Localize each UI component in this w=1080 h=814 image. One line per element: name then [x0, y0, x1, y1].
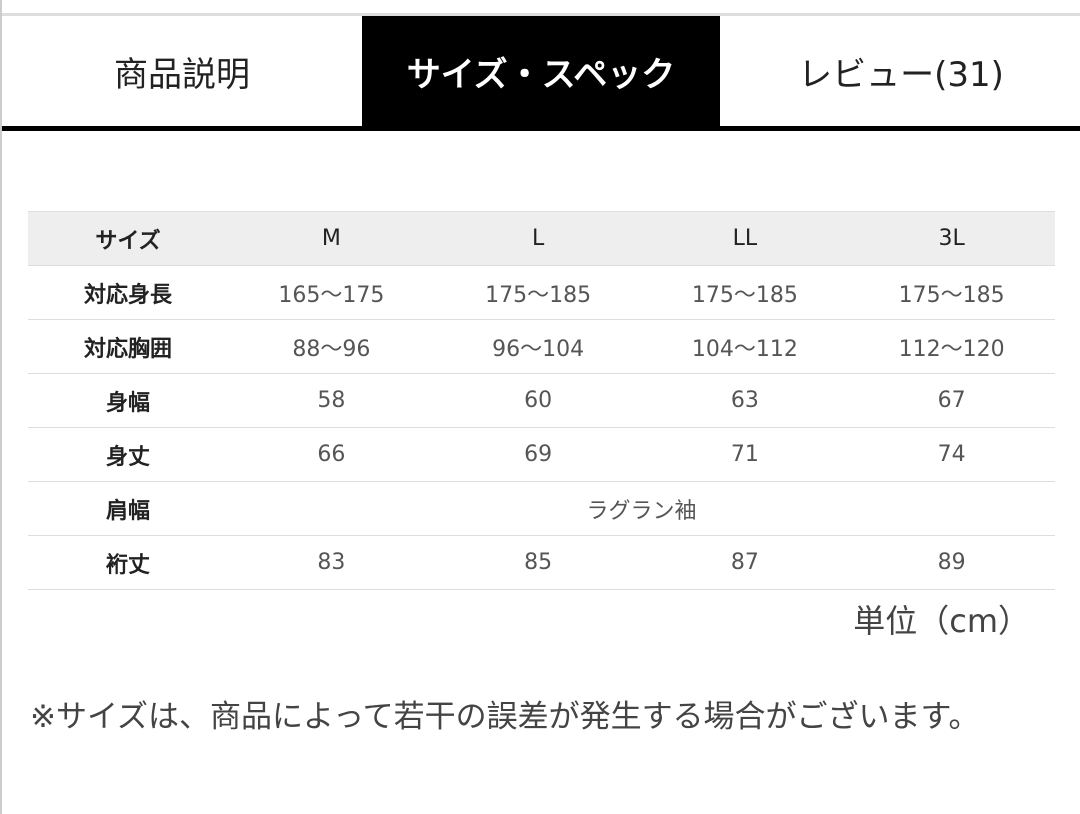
table-row: 対応胸囲 88〜96 96〜104 104〜112 112〜120 — [28, 319, 1055, 374]
cell: 60 — [434, 373, 642, 428]
row-label: 対応身長 — [28, 265, 228, 320]
cell: 104〜112 — [641, 319, 849, 374]
cell: 74 — [848, 427, 1055, 482]
cell: 96〜104 — [434, 319, 642, 374]
table-header-row: サイズ M L LL 3L — [28, 211, 1055, 266]
tab-size-spec[interactable]: サイズ・スペック — [362, 16, 720, 126]
cell: 71 — [641, 427, 849, 482]
cell: 165〜175 — [228, 265, 435, 320]
table-row: 身幅 58 60 63 67 — [28, 373, 1055, 428]
cell: 66 — [228, 427, 435, 482]
cell: 175〜185 — [848, 265, 1055, 320]
cell: 69 — [434, 427, 642, 482]
tab-reviews[interactable]: レビュー(31) — [798, 54, 1004, 95]
header-col: M — [228, 211, 435, 266]
tab-bar: 商品説明 サイズ・スペック レビュー(31) — [2, 16, 1080, 131]
table-row: 対応身長 165〜175 175〜185 175〜185 175〜185 — [28, 265, 1055, 320]
header-col: LL — [641, 211, 849, 266]
cell: 63 — [641, 373, 849, 428]
cell: 88〜96 — [228, 319, 435, 374]
merged-cell: ラグラン袖 — [228, 481, 1055, 536]
header-label: サイズ — [28, 211, 228, 266]
cell: 89 — [848, 535, 1055, 590]
tab-description[interactable]: 商品説明 — [114, 54, 250, 95]
cell: 112〜120 — [848, 319, 1055, 374]
size-note: ※サイズは、商品によって若干の誤差が発生する場合がございます。 — [30, 699, 980, 735]
cell: 175〜185 — [641, 265, 849, 320]
cell: 83 — [228, 535, 435, 590]
cell: 85 — [434, 535, 642, 590]
table-row: 身丈 66 69 71 74 — [28, 427, 1055, 482]
cell: 175〜185 — [434, 265, 642, 320]
unit-label: 単位（cm） — [853, 602, 1030, 640]
row-label: 裄丈 — [28, 535, 228, 590]
row-label: 肩幅 — [28, 481, 228, 536]
header-col: 3L — [848, 211, 1055, 266]
cell: 67 — [848, 373, 1055, 428]
top-divider — [2, 13, 1080, 16]
size-table: サイズ M L LL 3L 対応身長 165〜175 175〜185 175〜1… — [28, 211, 1055, 590]
row-label: 対応胸囲 — [28, 319, 228, 374]
header-col: L — [434, 211, 642, 266]
cell: 87 — [641, 535, 849, 590]
row-label: 身幅 — [28, 373, 228, 428]
table-row: 肩幅 ラグラン袖 — [28, 481, 1055, 536]
cell: 58 — [228, 373, 435, 428]
row-label: 身丈 — [28, 427, 228, 482]
table-row: 裄丈 83 85 87 89 — [28, 535, 1055, 590]
